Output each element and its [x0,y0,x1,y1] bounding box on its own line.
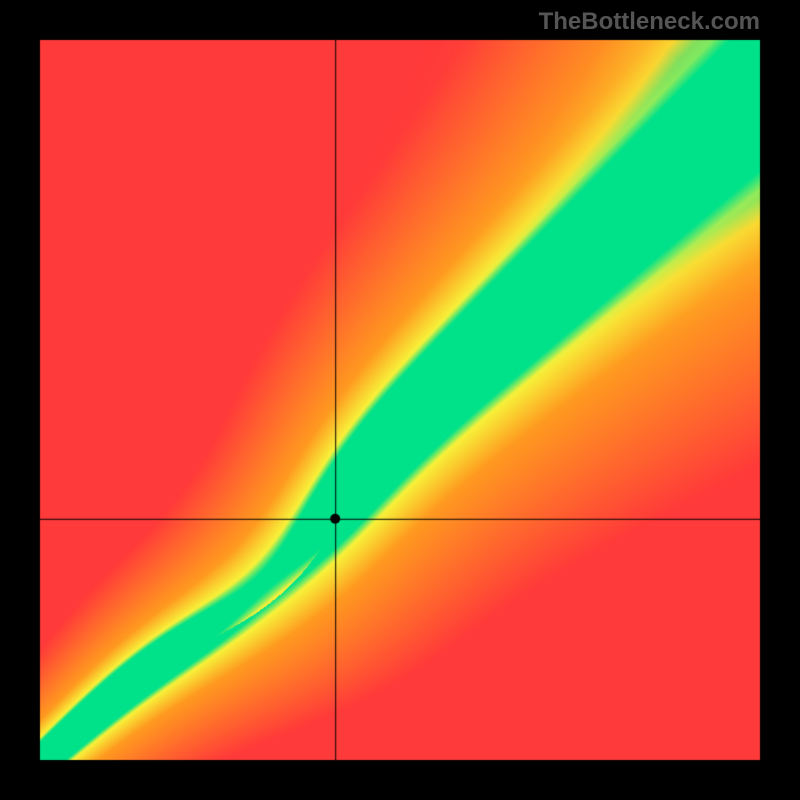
bottleneck-heatmap [0,0,800,800]
watermark-text: TheBottleneck.com [539,8,760,36]
